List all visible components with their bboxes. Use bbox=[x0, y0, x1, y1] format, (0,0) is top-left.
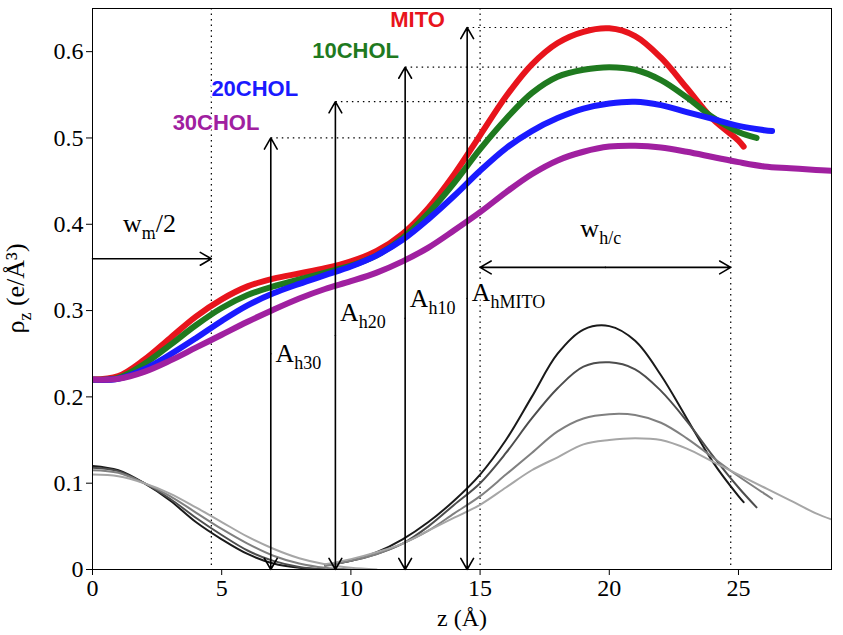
svg-text:0.2: 0.2 bbox=[54, 384, 84, 410]
svg-text:Ah20: Ah20 bbox=[340, 298, 386, 332]
svg-text:25: 25 bbox=[726, 575, 750, 601]
svg-text:wh/c: wh/c bbox=[580, 214, 621, 248]
svg-text:Ah10: Ah10 bbox=[410, 284, 456, 318]
svg-text:30CHOL: 30CHOL bbox=[173, 110, 260, 135]
svg-text:20CHOL: 20CHOL bbox=[211, 76, 298, 101]
svg-text:Ah30: Ah30 bbox=[275, 339, 321, 373]
svg-text:5: 5 bbox=[216, 575, 228, 601]
svg-text:z (Å): z (Å) bbox=[437, 605, 487, 631]
svg-text:0.5: 0.5 bbox=[54, 125, 84, 151]
svg-text:0.4: 0.4 bbox=[54, 211, 84, 237]
svg-text:10: 10 bbox=[339, 575, 363, 601]
svg-text:MITO: MITO bbox=[390, 7, 445, 32]
svg-text:0.1: 0.1 bbox=[54, 470, 84, 496]
svg-text:wm/2: wm/2 bbox=[123, 209, 176, 243]
svg-text:10CHOL: 10CHOL bbox=[312, 38, 399, 63]
svg-text:0: 0 bbox=[72, 556, 84, 582]
svg-text:0.6: 0.6 bbox=[54, 38, 84, 64]
svg-text:0: 0 bbox=[87, 575, 99, 601]
svg-text:AhMITO: AhMITO bbox=[472, 278, 545, 312]
svg-text:0.3: 0.3 bbox=[54, 297, 84, 323]
svg-text:ρz (e/Å³): ρz (e/Å³) bbox=[1, 243, 35, 333]
svg-text:15: 15 bbox=[468, 575, 492, 601]
svg-text:20: 20 bbox=[597, 575, 621, 601]
